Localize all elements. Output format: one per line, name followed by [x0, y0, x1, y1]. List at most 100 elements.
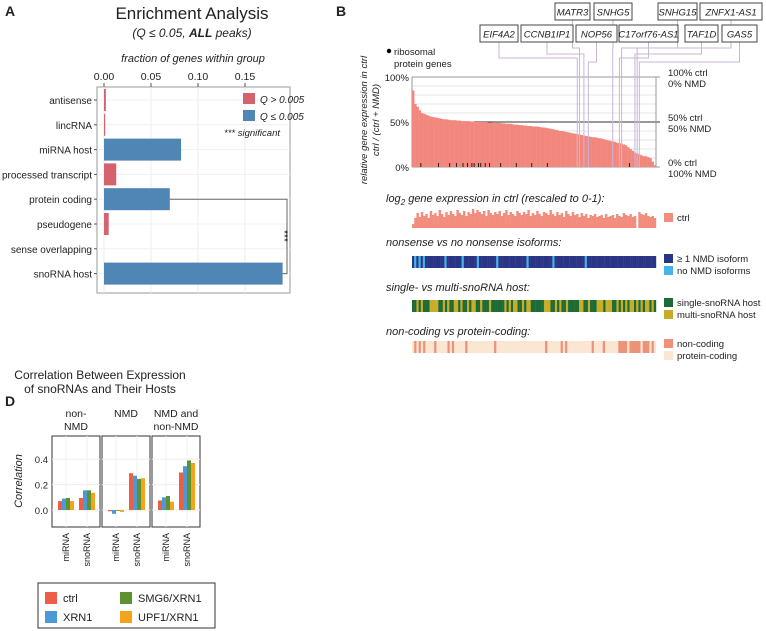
track-cell-coding: [545, 341, 548, 353]
track-cell-snorna: [532, 300, 536, 312]
expression-bar: [454, 216, 457, 228]
expression-bar: [611, 215, 615, 228]
track-cell-coding: [531, 341, 535, 353]
panel-a-chart: 0.00 0.05 0.10 0.15 antisense lincRNA miRNA ho…: [2, 71, 305, 294]
track-cell-coding: [516, 341, 519, 353]
y-tick-label: 0.4: [35, 455, 48, 466]
track-cell-coding: [567, 341, 570, 353]
track-cell-coding: [438, 341, 442, 353]
track-cell-snorna: [420, 300, 424, 312]
expression-bar: [427, 218, 430, 228]
expression-bar: [502, 213, 506, 228]
category-label: lincRNA: [56, 121, 92, 132]
track-cell-nonsense: [448, 256, 452, 268]
track-cell-nonsense: [567, 256, 570, 268]
track-cell-nonsense: [420, 256, 423, 268]
expression-bar: [638, 212, 641, 228]
track-cell-snorna: [458, 300, 461, 312]
bar-gene-50: [522, 125, 526, 167]
legend-label: ctrl: [63, 593, 78, 605]
expression-bar: [538, 214, 541, 228]
bar-gene-91: [613, 141, 617, 167]
track-cell-snorna: [554, 300, 558, 312]
bar-gene-17: [449, 120, 453, 167]
track-cell-nonsense: [578, 256, 581, 268]
expression-bar: [494, 212, 497, 228]
track-cell-snorna: [521, 300, 525, 312]
track-cell-snorna: [548, 300, 551, 312]
track-cell-snorna: [605, 300, 608, 312]
expression-bar: [547, 215, 550, 228]
bar-SMG6-XRN1: [87, 490, 91, 510]
bar-gene-85: [600, 138, 603, 167]
bar-gene-31: [480, 122, 484, 167]
expression-bar: [582, 216, 586, 228]
bar-protein-coding: [104, 188, 170, 211]
track-cell-nonsense: [487, 256, 490, 268]
expression-bar: [480, 214, 484, 228]
bar-UPF1-XRN1: [70, 501, 74, 510]
track-cell-coding: [593, 341, 597, 353]
track-cell-nonsense: [515, 256, 519, 268]
category-label: sense overlapping: [11, 245, 92, 256]
panel-d-title-line1: Correlation Between Expression: [14, 368, 185, 382]
track-cell-nonsense: [573, 256, 577, 268]
legend-swatch: [664, 351, 673, 360]
track-cell-snorna: [539, 300, 542, 312]
track-cell-snorna: [449, 300, 452, 312]
track-cell-snorna: [414, 300, 417, 312]
bar-gene-27: [471, 121, 475, 167]
track-cell-nonsense: [569, 256, 572, 268]
expression-bar: [567, 214, 570, 228]
track-cell-coding: [507, 341, 510, 353]
y-tick-label: 0%: [395, 163, 409, 174]
legend-label: single-snoRNA host: [677, 298, 761, 309]
track-cell-coding: [618, 341, 621, 353]
facet-label: NMD and: [154, 408, 199, 420]
track-cell-snorna: [460, 300, 463, 312]
track-cell-nonsense: [548, 256, 551, 268]
track-cell-coding: [420, 341, 424, 353]
expression-bar: [540, 216, 544, 228]
legend-swatch: [664, 213, 673, 222]
track-cell-nonsense: [597, 256, 601, 268]
track-cell-nonsense: [513, 256, 516, 268]
track-cell-snorna: [499, 300, 503, 312]
expression-bar: [642, 215, 646, 228]
track-cell-snorna: [583, 300, 586, 312]
track-cell-snorna: [649, 300, 652, 312]
track-cell-coding: [451, 341, 455, 353]
track-cell-nonsense: [653, 256, 657, 268]
track-cell-nonsense: [543, 256, 547, 268]
bar-gene-19: [454, 120, 457, 167]
track-cell-nonsense: [511, 256, 514, 268]
track-cell-snorna: [473, 300, 476, 312]
track-cell-snorna: [464, 300, 468, 312]
track-cell-coding: [598, 341, 601, 353]
track-cell-snorna: [579, 300, 582, 312]
track-cell-nonsense: [640, 256, 644, 268]
track-cell-coding: [445, 341, 448, 353]
track-cell-snorna: [607, 300, 611, 312]
track-cell-snorna: [422, 300, 426, 312]
bar-gene-104: [642, 156, 646, 167]
legend-note: *** significant: [224, 128, 280, 139]
track-cell-coding: [436, 341, 439, 353]
track-cell-snorna: [638, 300, 641, 312]
track-cell-nonsense: [608, 256, 611, 268]
track-cell-nonsense: [550, 256, 553, 268]
bar-processed-transcript: [104, 163, 117, 186]
expression-bar: [651, 216, 654, 228]
bar-gene-70: [567, 132, 570, 167]
track-cell-snorna: [629, 300, 633, 312]
expression-bar: [478, 212, 481, 228]
track-cell-nonsense: [630, 256, 633, 268]
legend-swatch: [664, 298, 673, 307]
track-cell-nonsense: [593, 256, 596, 268]
expression-bar: [487, 210, 490, 228]
expression-bar: [527, 210, 530, 228]
track-cell-nonsense: [453, 256, 456, 268]
bar-gene-60: [545, 127, 548, 167]
track-cell-coding: [644, 341, 648, 353]
track-cell-snorna: [528, 300, 531, 312]
